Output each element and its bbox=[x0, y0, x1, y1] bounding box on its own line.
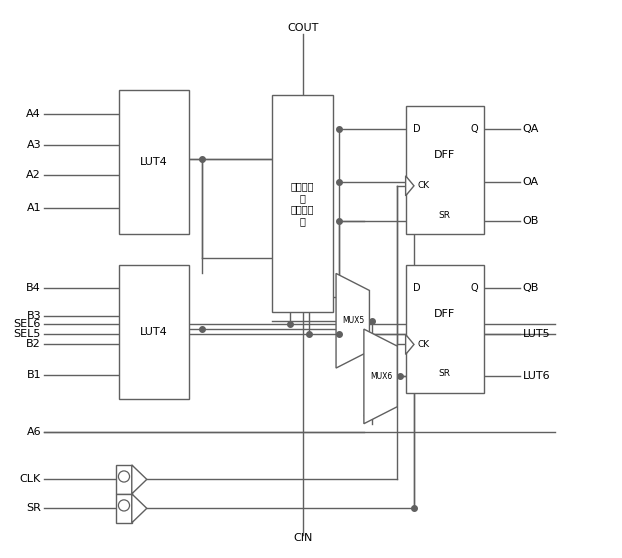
Text: SR: SR bbox=[26, 503, 41, 513]
Text: LUT4: LUT4 bbox=[140, 157, 168, 167]
Bar bbox=[116, 494, 132, 523]
Text: B1: B1 bbox=[26, 369, 41, 379]
Text: CK: CK bbox=[418, 340, 430, 349]
Text: D: D bbox=[413, 283, 420, 293]
Text: QB: QB bbox=[522, 283, 539, 293]
Text: SR: SR bbox=[439, 369, 450, 378]
Text: DFF: DFF bbox=[434, 150, 455, 160]
Text: CIN: CIN bbox=[293, 533, 312, 543]
Text: SR: SR bbox=[439, 211, 450, 220]
Text: OA: OA bbox=[522, 177, 539, 187]
Text: MUX5: MUX5 bbox=[342, 316, 364, 325]
Bar bbox=[119, 265, 188, 398]
Text: COUT: COUT bbox=[287, 23, 318, 33]
Text: LUT5: LUT5 bbox=[522, 329, 550, 339]
Bar bbox=[406, 107, 483, 234]
Polygon shape bbox=[406, 334, 414, 354]
Text: LUT4: LUT4 bbox=[140, 327, 168, 337]
Bar bbox=[406, 265, 483, 393]
Text: A6: A6 bbox=[26, 427, 41, 437]
Polygon shape bbox=[132, 494, 147, 523]
Text: MUX6: MUX6 bbox=[370, 372, 392, 381]
Text: DFF: DFF bbox=[434, 309, 455, 319]
Text: QA: QA bbox=[522, 124, 539, 134]
Text: A4: A4 bbox=[26, 109, 41, 119]
Text: Q: Q bbox=[470, 124, 478, 134]
Text: SEL5: SEL5 bbox=[14, 329, 41, 339]
Text: CLK: CLK bbox=[20, 474, 41, 484]
Text: LUT6: LUT6 bbox=[522, 372, 550, 382]
Text: A2: A2 bbox=[26, 170, 41, 180]
Text: CK: CK bbox=[418, 181, 430, 190]
Text: B4: B4 bbox=[26, 283, 41, 293]
Text: 加法逻辑
和
垂直进位
链: 加法逻辑 和 垂直进位 链 bbox=[291, 181, 314, 226]
Text: A3: A3 bbox=[26, 140, 41, 150]
Polygon shape bbox=[364, 329, 397, 424]
Text: B3: B3 bbox=[26, 311, 41, 321]
Text: A1: A1 bbox=[26, 204, 41, 213]
Text: B2: B2 bbox=[26, 339, 41, 349]
Polygon shape bbox=[132, 465, 147, 494]
Bar bbox=[119, 90, 188, 234]
Text: Q: Q bbox=[470, 283, 478, 293]
Text: SEL6: SEL6 bbox=[14, 319, 41, 329]
Bar bbox=[272, 95, 333, 312]
Text: D: D bbox=[413, 124, 420, 134]
Polygon shape bbox=[406, 176, 414, 196]
Bar bbox=[116, 465, 132, 494]
Text: OB: OB bbox=[522, 216, 539, 226]
Polygon shape bbox=[336, 273, 369, 368]
